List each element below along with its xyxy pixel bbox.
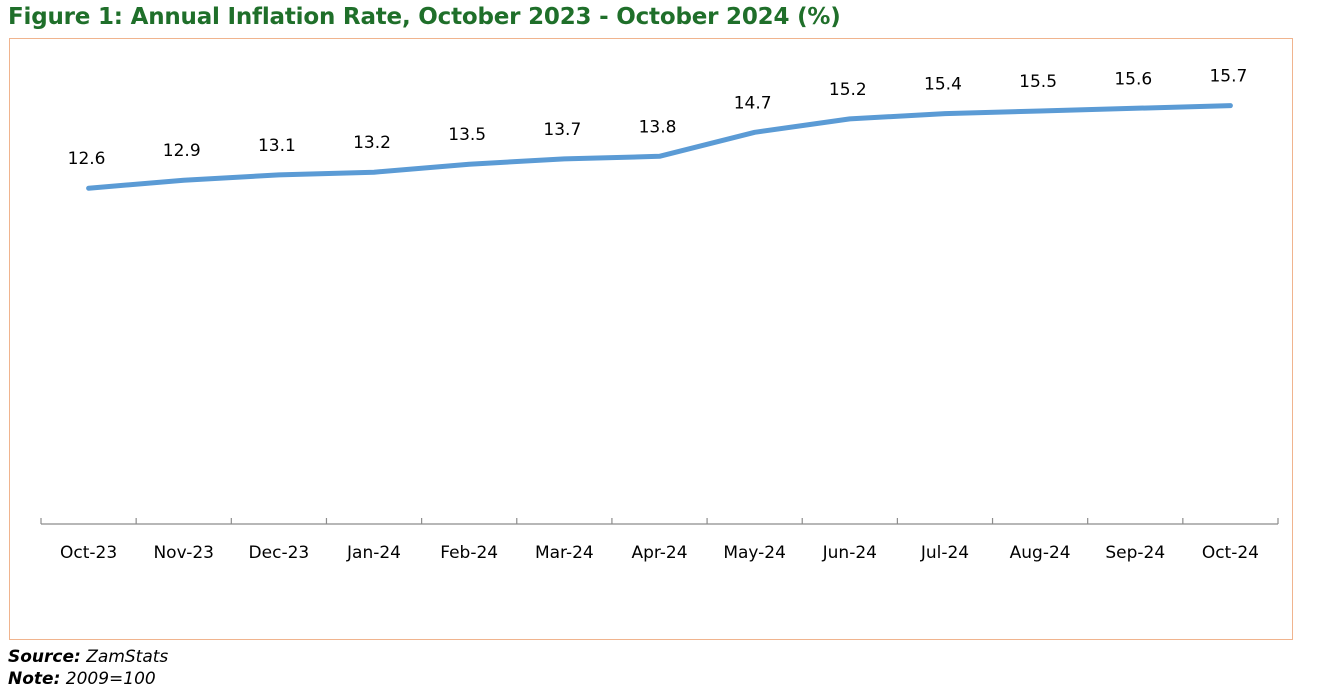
x-tick-label: Oct-23 (60, 543, 117, 563)
data-label: 15.4 (924, 75, 962, 95)
figure-title: Figure 1: Annual Inflation Rate, October… (8, 4, 841, 30)
x-tick-label: Dec-23 (249, 543, 310, 563)
footnotes: Source: ZamStats Note: 2009=100 (8, 646, 168, 690)
data-label: 15.7 (1209, 67, 1247, 87)
note-value: 2009=100 (65, 669, 156, 689)
series-line-inflation (86, 103, 1233, 191)
data-label: 12.9 (163, 141, 201, 161)
data-label: 13.8 (639, 117, 677, 137)
data-label: 15.2 (829, 80, 867, 100)
source-label: Source (8, 647, 75, 667)
source-note: Source: ZamStats (8, 647, 169, 667)
x-tick-label: Nov-23 (153, 543, 214, 563)
note-label: Note (8, 669, 54, 689)
x-tick-label: Aug-24 (1010, 543, 1071, 563)
x-axis-tick-labels: Oct-23 Nov-23 Dec-23 Jan-24 Feb-24 Mar-24 Apr-… (60, 543, 1259, 563)
x-tick-label: Sep-24 (1105, 543, 1165, 563)
data-label: 15.6 (1114, 69, 1152, 89)
x-axis-ticks (40, 518, 1279, 524)
x-tick-label: Jan-24 (346, 543, 401, 563)
x-tick-label: Mar-24 (535, 543, 594, 563)
data-label: 13.5 (448, 125, 486, 145)
data-label: 12.6 (68, 149, 106, 169)
chart-frame: Oct-23 Nov-23 Dec-23 Jan-24 Feb-24 Mar-24 Apr-… (9, 38, 1293, 640)
x-tick-label: Jul-24 (920, 543, 969, 563)
data-label: 13.7 (543, 120, 581, 140)
data-label: 14.7 (734, 93, 772, 113)
x-tick-label: May-24 (723, 543, 786, 563)
data-label: 13.1 (258, 136, 296, 156)
data-label: 13.2 (353, 133, 391, 153)
data-label: 15.5 (1019, 72, 1057, 92)
source-value: ZamStats (86, 647, 169, 667)
data-labels: 12.6 12.9 13.1 13.2 13.5 13.7 13.8 14.7 15.2 15.4… (68, 67, 1248, 170)
base-note: Note: 2009=100 (8, 669, 156, 689)
x-tick-label: Jun-24 (822, 543, 877, 563)
x-tick-label: Oct-24 (1202, 543, 1259, 563)
inflation-line-chart: Oct-23 Nov-23 Dec-23 Jan-24 Feb-24 Mar-24 Apr-… (40, 67, 1279, 563)
x-tick-label: Apr-24 (631, 543, 687, 563)
x-tick-label: Feb-24 (440, 543, 498, 563)
